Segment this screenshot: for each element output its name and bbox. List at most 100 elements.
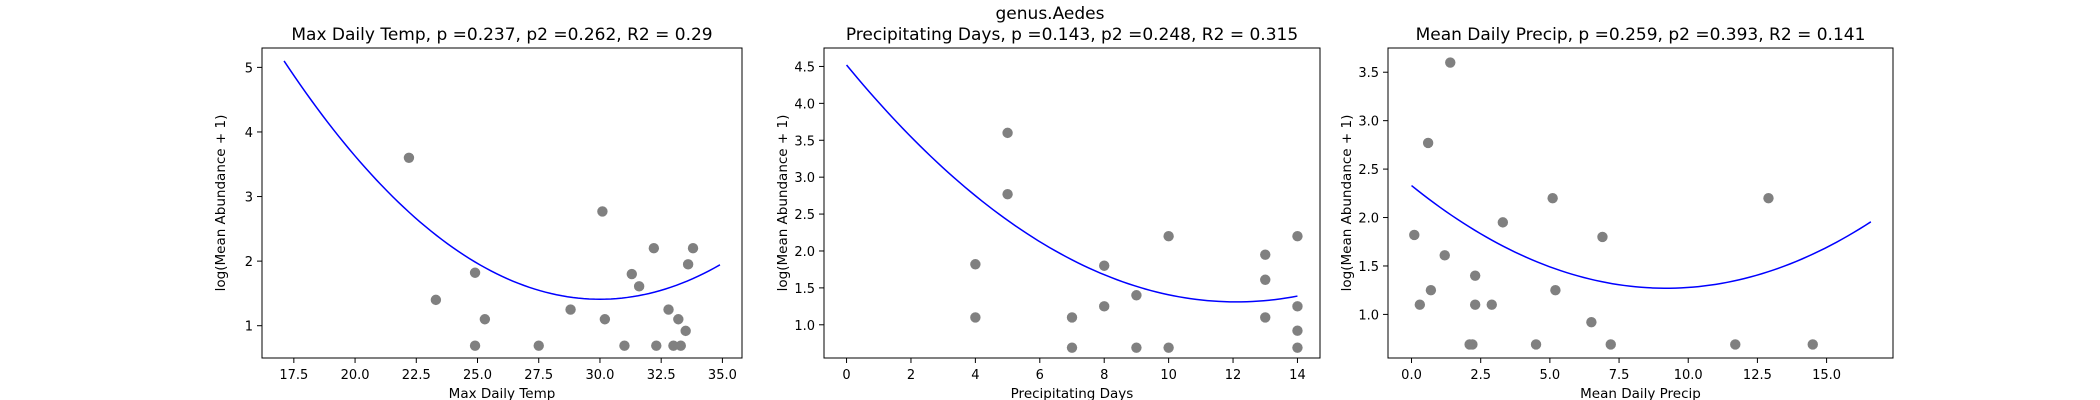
chart-3-xtick-label: 2.5 xyxy=(1470,368,1491,383)
chart-2-point xyxy=(1163,342,1174,353)
chart-2-axes-frame xyxy=(823,47,1321,359)
figure-suptitle: genus.Aedes xyxy=(995,4,1105,24)
chart-2-point xyxy=(1292,231,1303,242)
chart-1-point xyxy=(680,325,691,337)
chart-1-ytick-label: 3 xyxy=(245,191,253,206)
chart-1-title: Max Daily Temp, p =0.237, p2 =0.262, R2 … xyxy=(291,25,712,45)
chart-1-point xyxy=(430,294,442,306)
chart-1-axes-frame xyxy=(261,47,743,359)
chart-1-xtick-label: 32.5 xyxy=(647,368,676,383)
chart-1-point xyxy=(619,340,630,351)
chart-1-point xyxy=(682,259,694,270)
chart-2-point xyxy=(1260,312,1271,323)
chart-3-point xyxy=(1550,284,1561,296)
chart-3-axes-frame xyxy=(1387,47,1894,359)
chart-2-xtick-label: 0 xyxy=(842,368,850,383)
chart-1-ytick-label: 2 xyxy=(245,255,253,270)
chart-3-ytick-label: 3.5 xyxy=(1358,66,1379,81)
chart-3-xtick-label: 0.0 xyxy=(1401,368,1422,383)
chart-3-point xyxy=(1807,339,1818,350)
chart-1-ytick-label: 5 xyxy=(245,61,253,76)
chart-1-xtick-label: 35.0 xyxy=(708,368,737,383)
chart-2-point xyxy=(1099,301,1110,312)
chart-3-ytick-label: 2.0 xyxy=(1358,212,1379,227)
chart-2-fit-line xyxy=(845,64,1298,303)
chart-3-point xyxy=(1425,284,1437,296)
chart-2-xtick-label: 10 xyxy=(1160,368,1177,383)
chart-1-xtick-label: 20.0 xyxy=(341,368,370,383)
chart-3-point xyxy=(1605,339,1616,350)
chart-1-point xyxy=(648,243,660,254)
chart-3-point xyxy=(1467,339,1478,350)
chart-3-ytick-label: 1.0 xyxy=(1358,308,1379,323)
chart-3-point xyxy=(1414,299,1426,310)
chart-3-xtick-label: 5.0 xyxy=(1540,368,1561,383)
chart-2-ytick-label: 1.5 xyxy=(794,282,815,297)
chart-2-xtick-label: 4 xyxy=(971,368,979,383)
chart-3-point xyxy=(1486,299,1497,310)
chart-3-title: Mean Daily Precip, p =0.259, p2 =0.393, … xyxy=(1416,25,1866,45)
chart-2-point xyxy=(970,259,981,270)
chart-1-point xyxy=(533,340,544,351)
chart-3-point xyxy=(1763,192,1774,204)
chart-2-point xyxy=(1292,325,1303,336)
chart-1-point xyxy=(687,243,699,254)
chart-3-point xyxy=(1422,137,1434,149)
chart-3-ylabel: log(Mean Abundance + 1) xyxy=(1339,115,1355,292)
chart-2-point xyxy=(1292,342,1303,353)
chart-1-xtick-label: 27.5 xyxy=(524,368,553,383)
chart-2-point xyxy=(1292,301,1303,312)
chart-3-xtick-label: 10.0 xyxy=(1674,368,1703,383)
chart-2-point xyxy=(970,312,981,323)
chart-2-point xyxy=(1066,342,1078,353)
chart-1-xtick-label: 17.5 xyxy=(279,368,308,383)
chart-1-point xyxy=(599,314,611,325)
chart-3-point xyxy=(1530,339,1542,350)
chart-2-point xyxy=(1131,342,1142,353)
chart-3-fit-line xyxy=(1411,184,1872,289)
chart-1-point xyxy=(597,206,608,217)
chart-1-xtick-label: 25.0 xyxy=(463,368,492,383)
chart-2-point xyxy=(1131,290,1142,301)
chart-2-xtick-label: 8 xyxy=(1100,368,1108,383)
chart-1-point xyxy=(565,304,576,315)
chart-1-point xyxy=(626,268,637,280)
chart-3-point xyxy=(1469,270,1481,281)
chart-3-point xyxy=(1445,57,1456,68)
chart-2-point xyxy=(1260,274,1271,285)
chart-2-ytick-label: 3.5 xyxy=(794,134,815,149)
chart-2-ytick-label: 4.0 xyxy=(794,97,815,112)
chart-3-point xyxy=(1597,231,1608,243)
chart-3-point xyxy=(1439,250,1450,261)
chart-1-point xyxy=(675,340,686,351)
chart-2-point xyxy=(1260,249,1271,260)
chart-2-xlabel: Precipitating Days xyxy=(1011,386,1134,400)
chart-1-point xyxy=(668,340,679,351)
chart-1-point xyxy=(479,314,491,325)
chart-1-xtick-label: 30.0 xyxy=(585,368,614,383)
chart-2-xtick-label: 2 xyxy=(907,368,915,383)
chart-2-ytick-label: 2.0 xyxy=(794,245,815,260)
chart-2-ytick-label: 2.5 xyxy=(794,208,815,223)
chart-1-ytick-label: 1 xyxy=(245,320,253,335)
chart-2-ylabel: log(Mean Abundance + 1) xyxy=(775,115,791,292)
chart-3-xtick-label: 7.5 xyxy=(1609,368,1630,383)
chart-3-point xyxy=(1409,229,1420,241)
chart-3-point xyxy=(1730,339,1741,350)
chart-1-point xyxy=(673,314,684,325)
chart-3-xtick-label: 15.0 xyxy=(1812,368,1841,383)
chart-2-point xyxy=(1002,127,1013,139)
chart-1-point xyxy=(403,152,415,163)
chart-3-xlabel: Mean Daily Precip xyxy=(1580,386,1701,400)
chart-3-point xyxy=(1547,192,1558,204)
chart-3-ytick-label: 3.0 xyxy=(1358,115,1379,130)
chart-3-xtick-label: 12.5 xyxy=(1743,368,1772,383)
chart-2-xtick-label: 14 xyxy=(1289,368,1306,383)
chart-1-point xyxy=(651,340,662,351)
chart-1-point xyxy=(469,267,481,278)
chart-2-ytick-label: 1.0 xyxy=(794,319,815,334)
chart-2-xtick-label: 6 xyxy=(1036,368,1044,383)
chart-2-ytick-label: 3.0 xyxy=(794,171,815,186)
chart-1-point xyxy=(633,281,645,292)
